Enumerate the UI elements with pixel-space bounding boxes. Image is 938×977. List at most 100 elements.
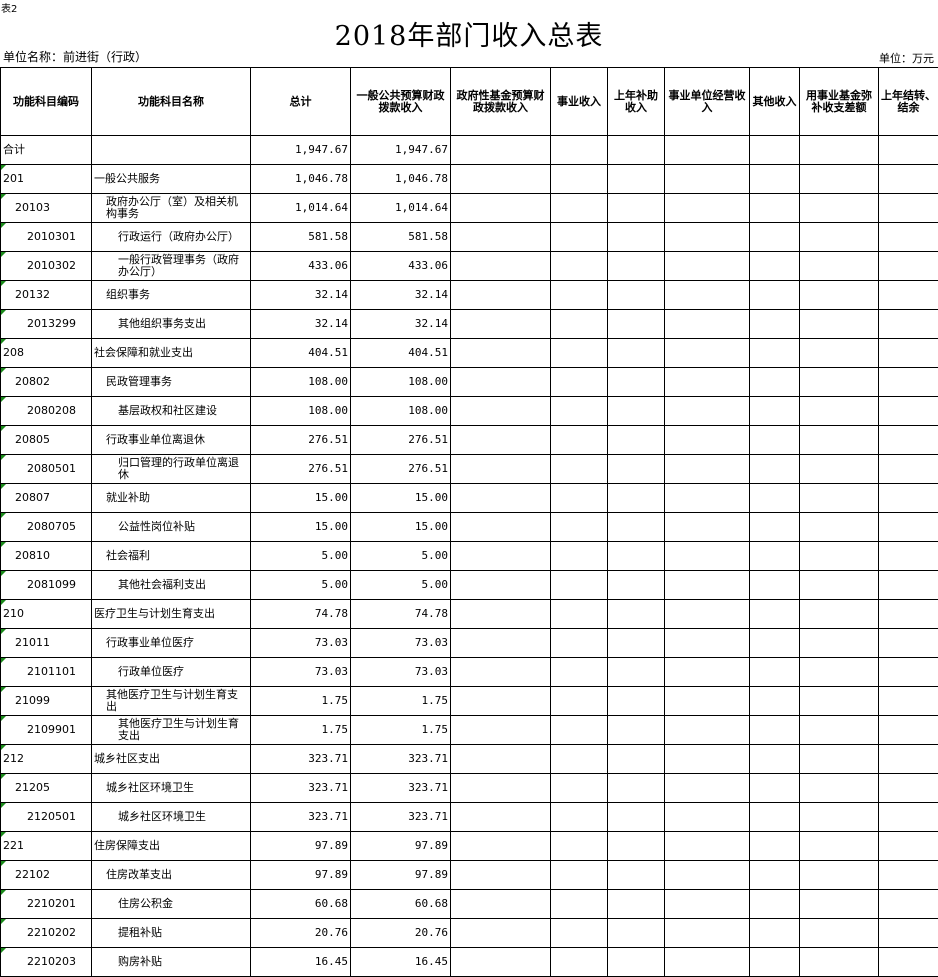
empty-cell — [550, 483, 608, 513]
empty-cell — [664, 570, 750, 600]
table-row: 2101101 行政单位医疗 73.03 73.03 — [0, 657, 938, 687]
empty-cell — [550, 193, 608, 223]
text-number-indicator-icon — [1, 484, 6, 489]
name-cell: 住房公积金 — [91, 889, 251, 919]
empty-cell — [749, 309, 800, 339]
empty-cell — [878, 251, 938, 281]
empty-cell — [550, 396, 608, 426]
empty-cell — [450, 541, 551, 571]
general-budget-cell: 15.00 — [350, 483, 451, 513]
empty-cell — [450, 193, 551, 223]
empty-cell — [450, 396, 551, 426]
empty-cell — [607, 251, 665, 281]
text-number-indicator-icon — [1, 571, 6, 576]
empty-cell — [550, 570, 608, 600]
empty-cell — [799, 135, 879, 165]
empty-cell — [664, 512, 750, 542]
empty-cell — [450, 802, 551, 832]
name-cell: 一般行政管理事务（政府办公厅） — [91, 251, 251, 281]
empty-cell — [450, 454, 551, 484]
empty-cell — [664, 860, 750, 890]
empty-cell — [878, 570, 938, 600]
total-cell: 32.14 — [250, 280, 351, 310]
empty-cell — [749, 599, 800, 629]
empty-cell — [799, 628, 879, 658]
name-cell: 其他医疗卫生与计划生育支出 — [91, 686, 251, 716]
empty-cell — [799, 831, 879, 861]
empty-cell — [878, 773, 938, 803]
general-budget-cell: 276.51 — [350, 454, 451, 484]
table-row: 212 城乡社区支出 323.71 323.71 — [0, 744, 938, 774]
total-cell: 276.51 — [250, 454, 351, 484]
text-number-indicator-icon — [1, 223, 6, 228]
empty-cell — [749, 657, 800, 687]
table-row: 208 社会保障和就业支出 404.51 404.51 — [0, 338, 938, 368]
text-number-indicator-icon — [1, 426, 6, 431]
total-cell: 1,014.64 — [250, 193, 351, 223]
name-cell: 购房补贴 — [91, 947, 251, 977]
empty-cell — [664, 628, 750, 658]
empty-cell — [749, 338, 800, 368]
column-header: 功能科目编码 — [0, 67, 92, 136]
name-cell: 行政运行（政府办公厅） — [91, 222, 251, 252]
empty-cell — [664, 831, 750, 861]
code-cell: 208 — [0, 338, 92, 368]
column-header: 政府性基金预算财政拨款收入 — [450, 67, 551, 136]
empty-cell — [749, 251, 800, 281]
empty-cell — [664, 918, 750, 948]
empty-cell — [749, 947, 800, 977]
empty-cell — [799, 773, 879, 803]
code-cell: 2101101 — [0, 657, 92, 687]
empty-cell — [450, 628, 551, 658]
total-cell: 433.06 — [250, 251, 351, 281]
total-cell: 97.89 — [250, 860, 351, 890]
empty-cell — [799, 889, 879, 919]
empty-cell — [878, 541, 938, 571]
code-cell: 2080501 — [0, 454, 92, 484]
code-cell: 2080208 — [0, 396, 92, 426]
empty-cell — [450, 483, 551, 513]
empty-cell — [607, 454, 665, 484]
empty-cell — [664, 135, 750, 165]
empty-cell — [878, 686, 938, 716]
empty-cell — [749, 802, 800, 832]
empty-cell — [550, 338, 608, 368]
text-number-indicator-icon — [1, 194, 6, 199]
empty-cell — [450, 280, 551, 310]
text-number-indicator-icon — [1, 861, 6, 866]
total-cell: 1,046.78 — [250, 164, 351, 194]
name-cell: 城乡社区环境卫生 — [91, 802, 251, 832]
empty-cell — [550, 773, 608, 803]
empty-cell — [664, 454, 750, 484]
general-budget-cell: 276.51 — [350, 425, 451, 455]
empty-cell — [607, 744, 665, 774]
text-number-indicator-icon — [1, 252, 6, 257]
empty-cell — [749, 628, 800, 658]
table-row: 20810 社会福利 5.00 5.00 — [0, 541, 938, 571]
empty-cell — [607, 686, 665, 716]
text-number-indicator-icon — [1, 919, 6, 924]
text-number-indicator-icon — [1, 803, 6, 808]
empty-cell — [550, 686, 608, 716]
empty-cell — [799, 541, 879, 571]
empty-cell — [799, 860, 879, 890]
empty-cell — [607, 222, 665, 252]
empty-cell — [664, 251, 750, 281]
table-row: 2081099 其他社会福利支出 5.00 5.00 — [0, 570, 938, 600]
table-row: 20132 组织事务 32.14 32.14 — [0, 280, 938, 310]
empty-cell — [878, 744, 938, 774]
code-cell: 21205 — [0, 773, 92, 803]
empty-cell — [550, 135, 608, 165]
empty-cell — [878, 309, 938, 339]
text-number-indicator-icon — [1, 513, 6, 518]
page-title: 2018年部门收入总表 — [334, 21, 604, 52]
empty-cell — [664, 164, 750, 194]
total-cell: 323.71 — [250, 744, 351, 774]
total-cell: 581.58 — [250, 222, 351, 252]
empty-cell — [550, 541, 608, 571]
code-cell: 20805 — [0, 425, 92, 455]
text-number-indicator-icon — [1, 948, 6, 953]
column-header: 功能科目名称 — [91, 67, 251, 136]
total-cell: 16.45 — [250, 947, 351, 977]
name-cell: 公益性岗位补贴 — [91, 512, 251, 542]
